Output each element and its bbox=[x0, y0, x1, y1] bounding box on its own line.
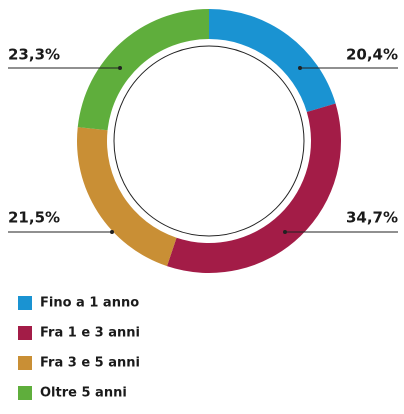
legend-label: Fra 3 e 5 anni bbox=[40, 356, 140, 371]
leader-dot bbox=[118, 66, 122, 70]
leader-dot bbox=[283, 230, 287, 234]
leader-dot bbox=[298, 66, 302, 70]
leader-dot bbox=[110, 230, 114, 234]
legend-swatch bbox=[18, 296, 32, 310]
legend-swatch bbox=[18, 386, 32, 400]
value-label: 34,7% bbox=[346, 209, 398, 227]
donut-segment bbox=[76, 127, 177, 267]
value-label: 23,3% bbox=[8, 46, 60, 64]
donut-segment bbox=[209, 9, 336, 113]
legend-swatch bbox=[18, 326, 32, 340]
donut-segment bbox=[166, 103, 341, 273]
value-label: 21,5% bbox=[8, 209, 60, 227]
legend-label: Fra 1 e 3 anni bbox=[40, 326, 140, 341]
legend-label: Oltre 5 anni bbox=[40, 386, 127, 401]
inner-ring bbox=[113, 45, 305, 237]
legend-label: Fino a 1 anno bbox=[40, 296, 139, 311]
value-label: 20,4% bbox=[346, 46, 398, 64]
donut-segment bbox=[77, 9, 209, 131]
legend-swatch bbox=[18, 356, 32, 370]
